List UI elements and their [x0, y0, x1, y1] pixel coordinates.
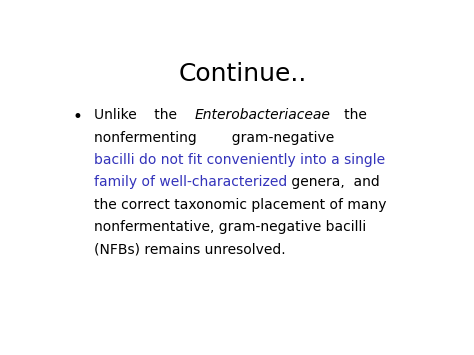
Text: the: the	[330, 108, 366, 122]
Text: the correct taxonomic placement of many: the correct taxonomic placement of many	[94, 198, 387, 212]
Text: family of well-characterized: family of well-characterized	[94, 175, 287, 190]
Text: Unlike    the: Unlike the	[94, 108, 195, 122]
Text: •: •	[72, 108, 82, 126]
Text: bacilli do not fit conveniently into a single: bacilli do not fit conveniently into a s…	[94, 153, 385, 167]
Text: genera,  and: genera, and	[287, 175, 380, 190]
Text: (NFBs) remains unresolved.: (NFBs) remains unresolved.	[94, 243, 286, 257]
Text: Continue..: Continue..	[179, 62, 307, 86]
Text: nonfermenting        gram-negative: nonfermenting gram-negative	[94, 131, 334, 144]
Text: nonfermentative, gram-negative bacilli: nonfermentative, gram-negative bacilli	[94, 220, 366, 234]
Text: Enterobacteriaceae: Enterobacteriaceae	[195, 108, 330, 122]
